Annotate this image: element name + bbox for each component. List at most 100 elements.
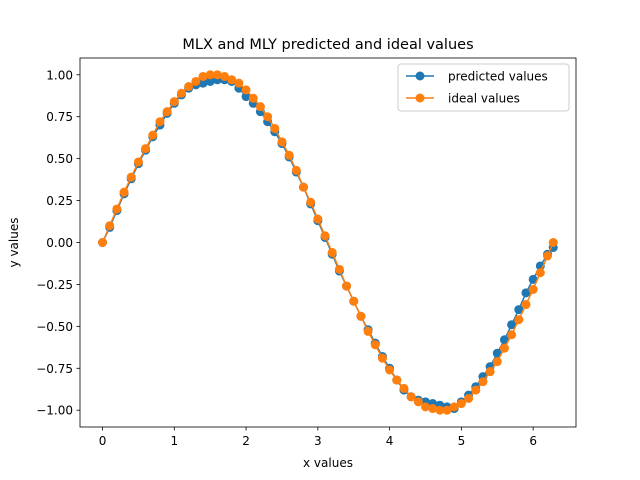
data-point (492, 348, 502, 358)
y-tick-label: 1.00 (46, 68, 73, 82)
x-tick-label: 4 (386, 434, 394, 448)
data-point (176, 88, 186, 98)
legend: predicted values ideal values (397, 63, 570, 112)
legend-marker-predicted (415, 71, 425, 81)
data-point (356, 311, 366, 321)
data-point (514, 305, 524, 315)
y-axis-label: y values (7, 218, 21, 268)
y-tick-label: −0.50 (36, 320, 73, 334)
data-point (248, 93, 258, 103)
x-tick-label: 1 (170, 434, 178, 448)
data-point (133, 157, 143, 167)
data-point (442, 405, 452, 415)
data-point (148, 130, 158, 140)
data-point (277, 137, 287, 147)
data-point (385, 365, 395, 375)
data-point (435, 405, 445, 415)
data-point (126, 172, 136, 182)
data-point (284, 150, 294, 160)
data-point (499, 343, 509, 353)
data-point (521, 288, 531, 298)
data-point (162, 107, 172, 117)
data-point (471, 385, 481, 395)
data-point (212, 70, 222, 80)
data-point (342, 281, 352, 291)
chart-title: MLX and MLY predicted and ideal values (182, 37, 473, 53)
y-tick-label: −1.00 (36, 404, 73, 418)
data-point (507, 330, 517, 340)
y-tick-label: −0.75 (36, 362, 73, 376)
legend-frame (397, 63, 570, 112)
data-point (521, 300, 531, 310)
data-point (205, 70, 215, 80)
data-point (184, 82, 194, 92)
data-point (377, 353, 387, 363)
data-point (270, 123, 280, 133)
data-point (263, 112, 273, 122)
data-point (334, 264, 344, 274)
data-point (392, 375, 402, 385)
data-point (548, 238, 558, 247)
data-point (421, 402, 430, 412)
data-point (241, 85, 251, 95)
data-point (306, 197, 316, 207)
data-point (141, 144, 151, 154)
data-point (234, 78, 244, 88)
data-point (105, 221, 115, 231)
data-point (370, 340, 380, 350)
data-point (112, 204, 122, 214)
data-point (320, 231, 330, 241)
plot-frame (79, 57, 577, 428)
data-point (492, 357, 502, 367)
series-1 (98, 70, 558, 415)
data-point (227, 75, 237, 85)
data-point (291, 165, 301, 175)
data-point (169, 97, 179, 107)
data-point (406, 392, 416, 402)
y-tick-label: 0.75 (46, 110, 73, 124)
data-point (205, 76, 215, 86)
data-point (363, 326, 373, 336)
data-point (449, 402, 459, 412)
data-point (327, 248, 337, 258)
y-tick-label: 0.00 (46, 236, 73, 250)
y-tick-label: 0.50 (46, 152, 73, 166)
data-point (349, 296, 359, 306)
series-line (101, 74, 554, 411)
y-tick-label: 0.25 (46, 194, 73, 208)
data-point (198, 78, 208, 88)
axis-ticks: 0 1 2 3 4 5 6 −1.00 −0.75 −0.50 −0.25 0.00 0.25 0.50 0… (36, 68, 537, 448)
data-point (155, 117, 165, 127)
data-point (198, 71, 208, 81)
x-tick-label: 0 (99, 434, 107, 448)
legend-label-predicted: predicted values (448, 70, 548, 84)
x-tick-label: 2 (242, 434, 250, 448)
data-point (507, 320, 517, 330)
plot-series (98, 70, 558, 415)
data-point (298, 182, 308, 192)
data-point (413, 397, 423, 407)
data-point (220, 71, 230, 81)
data-point (255, 102, 265, 112)
data-point (241, 92, 251, 102)
data-point (456, 399, 466, 409)
data-point (514, 315, 524, 325)
x-tick-label: 5 (458, 434, 466, 448)
data-point (428, 404, 438, 414)
data-point (119, 187, 129, 197)
x-tick-label: 6 (529, 434, 537, 448)
data-point (98, 238, 108, 247)
x-tick-label: 3 (314, 434, 322, 448)
data-point (399, 383, 409, 393)
data-point (528, 284, 538, 294)
data-point (478, 377, 488, 387)
data-point (528, 274, 538, 284)
data-point (464, 393, 474, 403)
y-tick-label: −0.25 (36, 278, 73, 292)
data-point (313, 214, 323, 224)
data-point (543, 251, 553, 261)
data-point (191, 76, 201, 86)
legend-marker-ideal (415, 93, 425, 103)
data-point (485, 367, 495, 377)
